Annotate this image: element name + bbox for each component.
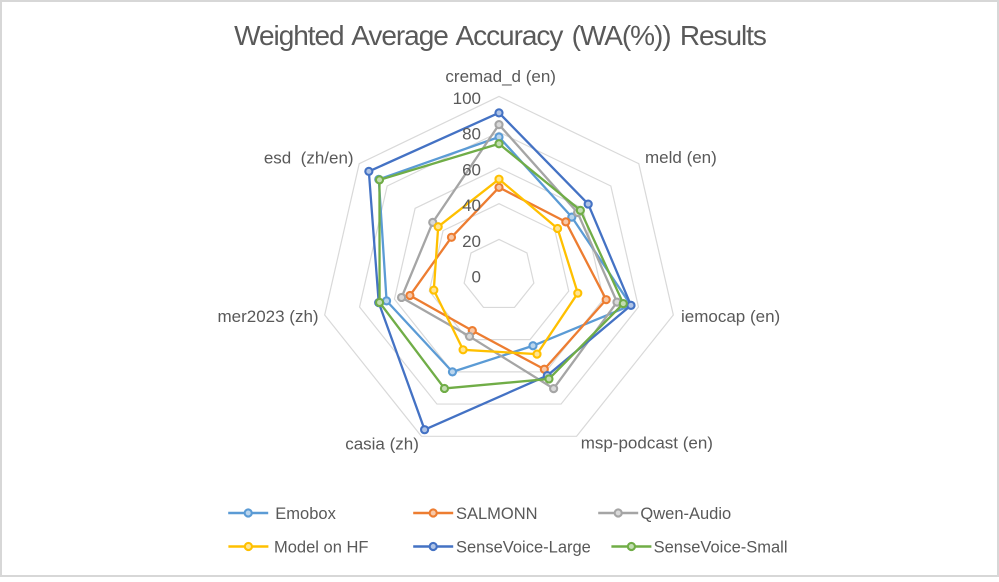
svg-text:Model on HF: Model on HF	[274, 539, 368, 557]
svg-text:Emobox: Emobox	[275, 505, 336, 523]
svg-text:0: 0	[472, 268, 481, 287]
svg-text:SenseVoice-Large: SenseVoice-Large	[456, 539, 591, 557]
svg-text:Qwen-Audio: Qwen-Audio	[640, 505, 731, 523]
svg-text:20: 20	[462, 232, 481, 251]
svg-text:casia (zh): casia (zh)	[345, 435, 419, 454]
svg-text:esd (zh/en): esd (zh/en)	[264, 149, 354, 168]
svg-text:SenseVoice-Small: SenseVoice-Small	[654, 539, 788, 557]
svg-text:100: 100	[453, 89, 481, 108]
svg-text:Weighted Average Accuracy (WA(: Weighted Average Accuracy (WA(%)) Result…	[234, 20, 766, 51]
svg-text:60: 60	[462, 160, 481, 179]
svg-text:SALMONN: SALMONN	[456, 505, 538, 523]
svg-text:mer2023 (zh): mer2023 (zh)	[217, 307, 318, 326]
svg-text:40: 40	[462, 196, 481, 215]
svg-text:cremad_d (en): cremad_d (en)	[445, 67, 556, 86]
svg-text:iemocap (en): iemocap (en)	[681, 307, 780, 326]
svg-text:80: 80	[462, 125, 481, 144]
svg-text:meld (en): meld (en)	[645, 148, 717, 167]
svg-text:msp-podcast (en): msp-podcast (en)	[581, 433, 713, 452]
